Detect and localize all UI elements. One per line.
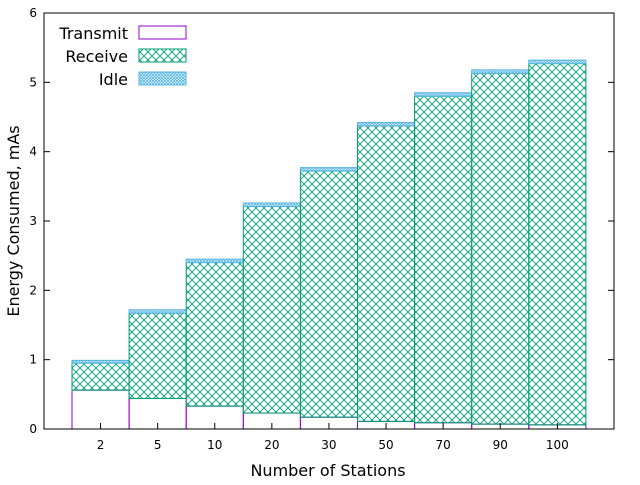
legend: Transmit Receive Idle [58,24,187,89]
y-tick-label: 3 [29,214,37,228]
bar-idle-20 [242,202,301,207]
x-tick-label: 20 [264,438,279,452]
y-tick-label: 4 [29,145,37,159]
x-tick-label: 2 [97,438,105,452]
x-tick-label: 50 [378,438,393,452]
bars-layer [71,59,587,430]
bar-receive-2 [71,362,130,391]
x-axis-label: Number of Stations [250,461,405,480]
legend-swatch-transmit [138,25,187,40]
bar-receive-5 [128,312,187,399]
bar-idle-50 [357,122,416,127]
legend-label-transmit: Transmit [58,24,128,43]
y-axis-label: Energy Consumed, mAs [4,125,23,316]
bar-idle-30 [299,167,358,172]
bar-idle-90 [471,69,530,74]
y-tick-label: 6 [29,6,37,20]
legend-swatch-receive [138,48,187,63]
x-tick-label: 70 [436,438,451,452]
x-tick-label: 5 [154,438,162,452]
bar-receive-50 [357,125,416,422]
y-tick-label: 1 [29,353,37,367]
bar-idle-10 [185,258,244,264]
y-tick-label: 5 [29,75,37,89]
bar-receive-100 [528,63,587,426]
x-tick-label: 10 [207,438,222,452]
bar-idle-2 [71,359,130,364]
legend-label-idle: Idle [99,70,128,89]
y-tick-label: 0 [29,422,37,436]
bar-idle-70 [414,92,473,97]
bar-idle-5 [128,309,187,314]
legend-label-receive: Receive [65,47,128,66]
bar-receive-10 [185,262,244,407]
bar-receive-30 [299,170,358,418]
x-tick-label: 100 [546,438,569,452]
bar-idle-100 [528,59,587,65]
x-tick-label: 30 [321,438,336,452]
y-tick-label: 2 [29,283,37,297]
bar-receive-20 [242,205,301,414]
x-tick-label: 90 [493,438,508,452]
legend-swatch-idle [138,71,187,86]
axes-layer: 0 1 2 3 4 5 6 2 5 10 20 30 50 70 90 100 [29,6,615,452]
bar-receive-70 [414,95,473,424]
bar-receive-90 [471,72,530,425]
